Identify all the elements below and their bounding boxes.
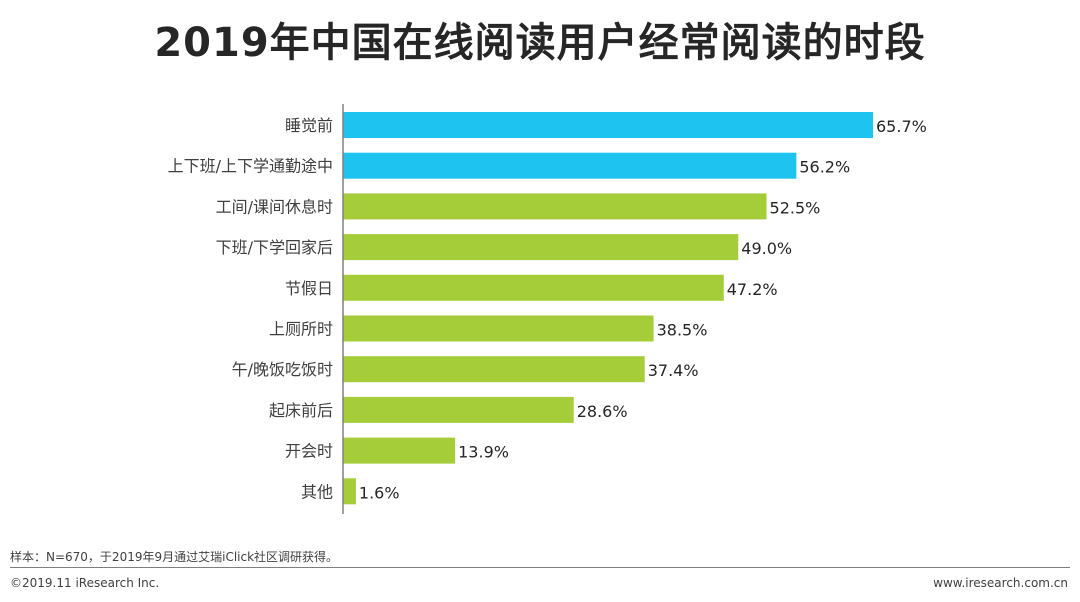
category-label: 节假日 bbox=[285, 279, 333, 298]
category-label: 午/晚饭吃饭时 bbox=[232, 360, 333, 379]
value-label: 56.2% bbox=[799, 158, 850, 177]
bar-9 bbox=[343, 437, 456, 464]
sample-note: 样本：N=670，于2019年9月通过艾瑞iClick社区调研获得。 bbox=[10, 550, 339, 564]
bar-7 bbox=[343, 356, 645, 383]
category-label: 工间/课间休息时 bbox=[216, 197, 333, 216]
bar-3 bbox=[343, 193, 767, 220]
value-label: 38.5% bbox=[657, 321, 708, 340]
value-label: 37.4% bbox=[648, 361, 699, 380]
value-label: 28.6% bbox=[577, 402, 628, 421]
value-label: 49.0% bbox=[741, 239, 792, 258]
value-label: 47.2% bbox=[727, 280, 778, 299]
category-label: 上厕所时 bbox=[269, 320, 333, 339]
website-link[interactable]: www.iresearch.com.cn bbox=[933, 576, 1068, 590]
bar-2 bbox=[343, 152, 797, 179]
footer-divider bbox=[10, 567, 1070, 568]
category-label: 其他 bbox=[301, 482, 333, 501]
category-label: 下班/下学回家后 bbox=[216, 238, 333, 257]
value-label: 65.7% bbox=[876, 117, 927, 136]
bar-8 bbox=[343, 396, 574, 423]
bar-6 bbox=[343, 315, 654, 342]
bar-1 bbox=[343, 112, 873, 138]
bar-chart: 睡觉前 65.7% 上下班/上下学通勤途中 56.2% 工间/课间休息时 52.5% 下班/… bbox=[168, 104, 927, 514]
category-label: 上下班/上下学通勤途中 bbox=[168, 157, 333, 176]
category-label: 开会时 bbox=[285, 442, 333, 461]
chart-title: 2019年中国在线阅读用户经常阅读的时段 bbox=[154, 20, 926, 66]
bar-5 bbox=[343, 274, 724, 301]
bar-10 bbox=[343, 478, 356, 505]
category-label: 睡觉前 bbox=[285, 116, 333, 135]
category-label: 起床前后 bbox=[269, 401, 333, 420]
value-label: 13.9% bbox=[458, 443, 509, 462]
value-label: 1.6% bbox=[359, 483, 400, 502]
copyright-text: ©2019.11 iResearch Inc. bbox=[10, 576, 160, 590]
value-label: 52.5% bbox=[770, 198, 821, 217]
bar-4 bbox=[343, 234, 739, 261]
